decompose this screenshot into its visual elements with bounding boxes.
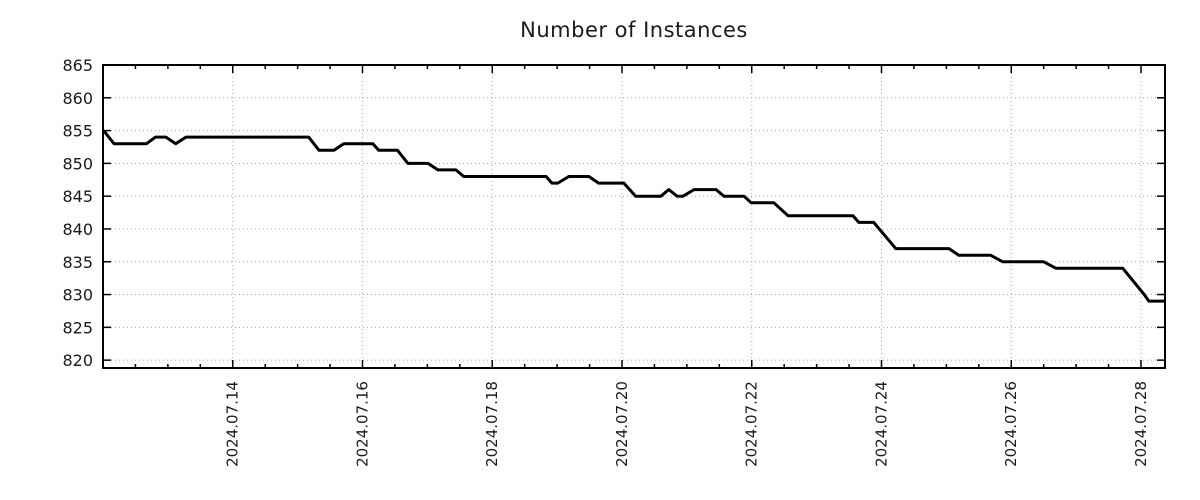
x-tick-label: 2024.07.16 [353, 381, 371, 467]
data-line [102, 129, 1165, 303]
x-tick-label: 2024.07.18 [483, 381, 501, 467]
plot-border [102, 64, 1166, 369]
y-tick-label: 835 [62, 253, 93, 272]
y-tick-label: 860 [62, 89, 93, 108]
y-tick-label: 825 [62, 318, 93, 337]
y-tick-label: 845 [62, 187, 93, 206]
x-tick-label: 2024.07.14 [224, 381, 242, 467]
x-tick-label: 2024.07.28 [1132, 381, 1150, 467]
chart-title: Number of Instances [520, 18, 748, 42]
y-tick-label: 820 [62, 351, 93, 370]
y-tick-label: 855 [62, 122, 93, 141]
x-tick-label: 2024.07.26 [1002, 381, 1020, 467]
y-tick-label: 865 [62, 56, 93, 75]
y-tick-label: 830 [62, 286, 93, 305]
y-tick-label: 850 [62, 154, 93, 173]
y-tick-label: 840 [62, 220, 93, 239]
x-tick-label: 2024.07.24 [872, 381, 890, 467]
x-tick-label: 2024.07.20 [613, 381, 631, 467]
x-tick-label: 2024.07.22 [743, 381, 761, 467]
